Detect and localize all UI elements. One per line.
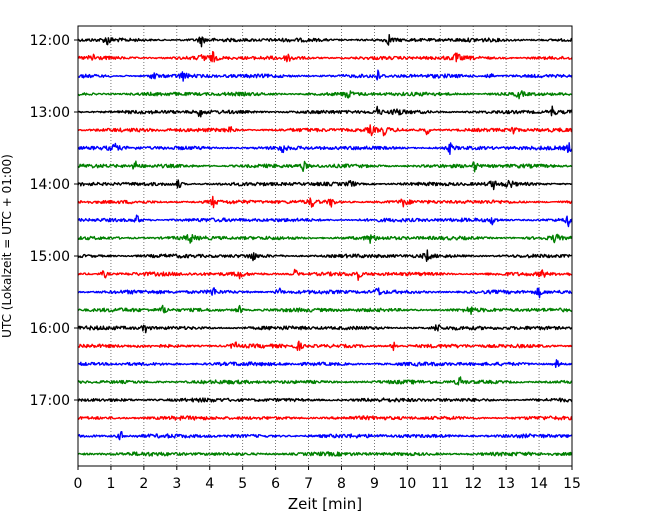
x-tick-label: 1 [106,476,115,492]
x-tick-label: 9 [370,476,379,492]
trace-waveform [77,397,573,403]
y-tick-label: 12:00 [30,33,70,49]
trace-waveform [77,249,573,262]
trace-1245 [77,90,573,100]
x-tick-label: 2 [139,476,148,492]
x-tick-label: 12 [464,476,482,492]
trace-1330 [77,142,573,155]
trace-1300 [77,105,573,118]
trace-waveform [77,179,573,191]
trace-1315 [77,124,573,137]
y-tick-label: 13:00 [30,105,70,121]
trace-waveform [77,451,573,457]
trace-1615 [77,340,573,352]
x-tick-label: 13 [497,476,515,492]
trace-waveform [77,124,573,137]
trace-1630 [77,359,573,369]
trace-waveform [77,160,573,173]
trace-waveform [78,304,573,316]
trace-waveform [77,214,573,228]
trace-1730 [77,431,573,441]
trace-waveform [77,233,573,244]
x-tick-label: 11 [431,476,449,492]
trace-1345 [77,160,573,173]
x-tick-label: 14 [530,476,548,492]
trace-1430 [77,214,573,228]
trace-waveform [77,50,573,63]
trace-waveform [77,34,573,48]
x-axis-label: Zeit [min] [288,495,362,513]
trace-1415 [77,195,573,209]
trace-1545 [78,304,573,316]
trace-waveform [77,105,573,118]
y-tick-label: 15:00 [30,249,70,265]
x-tick-label: 3 [172,476,181,492]
trace-waveform [77,359,573,369]
y-tick-label: 16:00 [30,321,70,337]
y-axis-ticks: 12:00 13:00 14:00 15:00 16:00 17:00 [30,33,78,409]
y-axis-label: UTC (Lokalzeit = UTC + 01:00) [0,154,14,338]
plot-frame [77,25,573,467]
trace-1715 [77,415,573,421]
trace-1600 [77,324,573,334]
trace-waveform [77,287,573,299]
trace-waveform [77,415,573,421]
y-tick-label: 17:00 [30,393,70,409]
trace-waveform [77,324,573,334]
trace-1745 [77,451,573,457]
x-tick-label: 10 [398,476,416,492]
trace-waveform [77,376,573,386]
trace-1215 [77,50,573,63]
trace-1645 [77,376,573,386]
x-tick-label: 7 [304,476,313,492]
trace-1515 [77,268,573,281]
trace-1530 [77,287,573,299]
x-tick-label: 6 [271,476,280,492]
x-tick-label: 8 [337,476,346,492]
trace-waveform [77,195,573,209]
trace-1445 [77,233,573,244]
trace-1500 [77,249,573,262]
trace-waveform [77,431,573,441]
trace-waveform [77,340,573,352]
trace-waveform [77,268,573,281]
y-tick-label: 14:00 [30,177,70,193]
x-tick-label: 5 [238,476,247,492]
trace-waveform [77,90,573,100]
x-tick-label: 4 [205,476,214,492]
trace-1400 [77,179,573,191]
x-axis-ticks: 0 1 2 3 4 5 6 7 8 9 10 11 12 13 14 15 [74,466,581,492]
vertical-grid [110,26,540,466]
trace-1230 [77,69,573,82]
x-tick-label: 15 [563,476,581,492]
x-tick-label: 0 [74,476,83,492]
trace-1200 [77,34,573,48]
trace-waveform [77,142,573,155]
trace-1700 [77,397,573,403]
trace-series [77,34,573,457]
trace-waveform [77,69,573,82]
